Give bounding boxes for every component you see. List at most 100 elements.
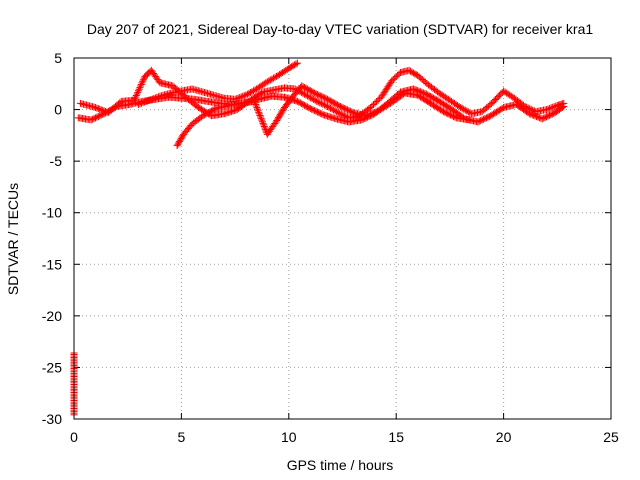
data-point [93, 104, 101, 112]
x-tick-label: 25 [603, 429, 619, 445]
data-point [139, 76, 147, 84]
data-point [305, 86, 313, 94]
data-point [277, 109, 285, 117]
data-point [371, 99, 379, 107]
data-point [112, 103, 120, 111]
data-point [293, 97, 301, 105]
data-point [477, 117, 485, 125]
data-point [429, 101, 437, 109]
data-point [318, 93, 326, 101]
data-point [531, 112, 539, 120]
data-point [292, 60, 300, 68]
data-point [317, 100, 325, 108]
data-point [209, 106, 217, 114]
data-point [339, 104, 347, 112]
data-point [299, 101, 307, 109]
data-point [475, 117, 483, 125]
data-point [240, 92, 248, 100]
data-point [250, 87, 258, 95]
data-point [106, 106, 114, 114]
data-point [246, 88, 254, 96]
data-point [428, 93, 436, 101]
y-tick-label: -5 [50, 153, 63, 169]
data-point [333, 108, 341, 116]
data-point [301, 83, 309, 91]
data-point [151, 94, 159, 102]
data-point [94, 112, 102, 120]
data-point [256, 111, 264, 119]
data-point [176, 136, 184, 144]
data-point [373, 98, 381, 106]
data-point [490, 110, 498, 118]
data-point [250, 97, 258, 105]
data-point [306, 105, 314, 113]
data-point [429, 94, 437, 102]
data-point [547, 111, 555, 119]
data-point [268, 75, 276, 83]
data-point [148, 95, 156, 103]
data-point [132, 93, 140, 101]
data-point [331, 107, 339, 115]
data-point [445, 110, 453, 118]
data-point [325, 103, 333, 111]
data-point [316, 109, 324, 117]
data-point [427, 93, 435, 101]
data-point [94, 105, 102, 113]
data-point [558, 104, 566, 112]
data-point [175, 139, 183, 147]
data-point [313, 97, 321, 105]
data-point [248, 88, 256, 96]
data-point [96, 112, 104, 120]
data-point [89, 115, 97, 123]
data-point [272, 118, 280, 126]
y-axis-label: SDTVAR / TECUs [5, 183, 21, 295]
data-point [321, 94, 329, 102]
data-point [275, 112, 283, 120]
data-point [464, 108, 472, 116]
data-point [544, 112, 552, 120]
data-point [202, 110, 210, 118]
data-point [310, 96, 318, 104]
data-point [312, 90, 320, 98]
data-point [311, 107, 319, 115]
data-point [463, 107, 471, 115]
data-point [133, 90, 141, 98]
data-point [260, 122, 268, 130]
data-point [276, 111, 284, 119]
data-point [548, 110, 556, 118]
data-point [365, 111, 373, 119]
data-point [348, 108, 356, 116]
data-point [540, 114, 548, 122]
data-point [311, 96, 319, 104]
data-point [206, 108, 214, 116]
data-point [421, 90, 429, 98]
data-point [333, 101, 341, 109]
data-point [331, 99, 339, 107]
data-point [422, 90, 430, 98]
data-point [478, 116, 486, 124]
data-point [87, 116, 95, 124]
data-point [315, 91, 323, 99]
data-point [154, 93, 162, 101]
data-point [138, 79, 146, 87]
data-point [528, 111, 536, 119]
data-point [319, 93, 327, 101]
data-point [178, 133, 186, 141]
data-point [258, 116, 266, 124]
data-point [304, 92, 312, 100]
data-point [458, 104, 466, 112]
data-point [346, 107, 354, 115]
data-point [293, 59, 301, 67]
data-point [150, 95, 158, 103]
data-point [441, 108, 449, 116]
data-point [308, 95, 316, 103]
data-point [96, 105, 104, 113]
data-point [544, 105, 552, 113]
data-point [431, 95, 439, 103]
data-point [327, 104, 335, 112]
chart-title: Day 207 of 2021, Sidereal Day-to-day VTE… [87, 21, 593, 37]
data-point [336, 102, 344, 110]
data-point [199, 112, 207, 120]
data-point [549, 103, 557, 111]
